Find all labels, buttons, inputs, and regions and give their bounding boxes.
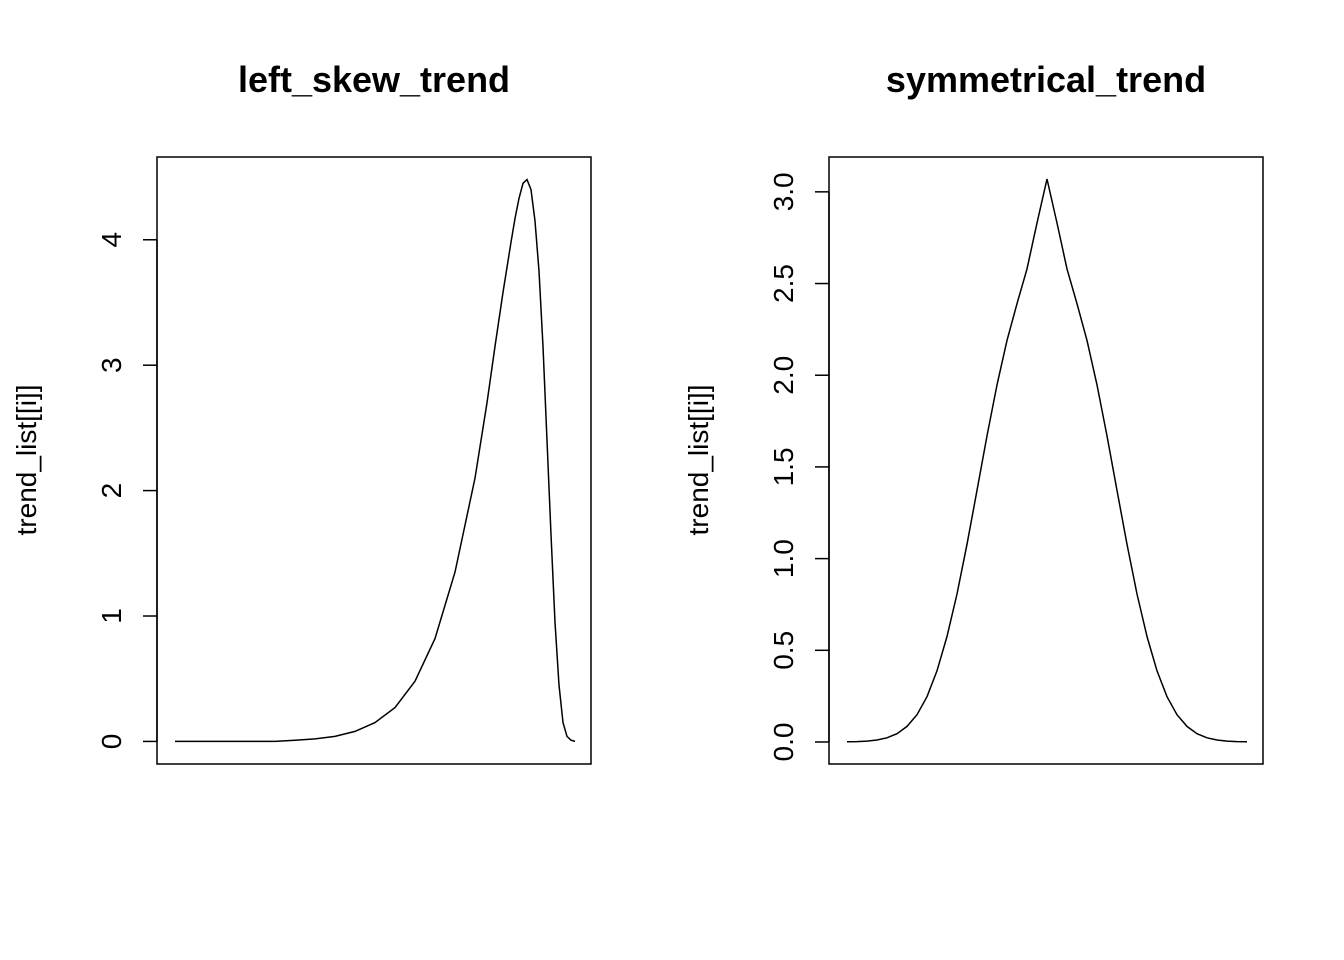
- panel-symmetrical-trend: symmetrical_trend trend_list[[i]] 0.0 0.5…: [683, 59, 1264, 765]
- y-tick-label: 0.5: [768, 631, 799, 670]
- y-axis: 0.0 0.5 1.0 1.5 2.0 2.5 3.0: [768, 172, 830, 762]
- y-tick-label: 2.5: [768, 264, 799, 303]
- y-axis-label: trend_list[[i]]: [11, 385, 42, 536]
- y-axis: 0 1 2 3 4: [96, 232, 158, 750]
- panel-left-skew-trend: left_skew_trend trend_list[[i]] 0 1 2 3 4: [11, 59, 592, 765]
- chart-title: symmetrical_trend: [886, 59, 1206, 100]
- y-tick-label: 3.0: [768, 172, 799, 211]
- y-tick-label: 0.0: [768, 723, 799, 762]
- y-tick-label: 3: [96, 357, 127, 373]
- y-tick-label: 2.0: [768, 356, 799, 395]
- series-line: [175, 178, 576, 743]
- y-tick-label: 2: [96, 483, 127, 499]
- y-tick-label: 1: [96, 608, 127, 624]
- y-tick-label: 1.5: [768, 447, 799, 486]
- y-tick-label: 1.0: [768, 539, 799, 578]
- y-tick-label: 0: [96, 734, 127, 750]
- y-tick-label: 4: [96, 232, 127, 248]
- series-line: [846, 178, 1248, 743]
- chart-title: left_skew_trend: [238, 59, 510, 100]
- y-axis-label: trend_list[[i]]: [683, 385, 714, 536]
